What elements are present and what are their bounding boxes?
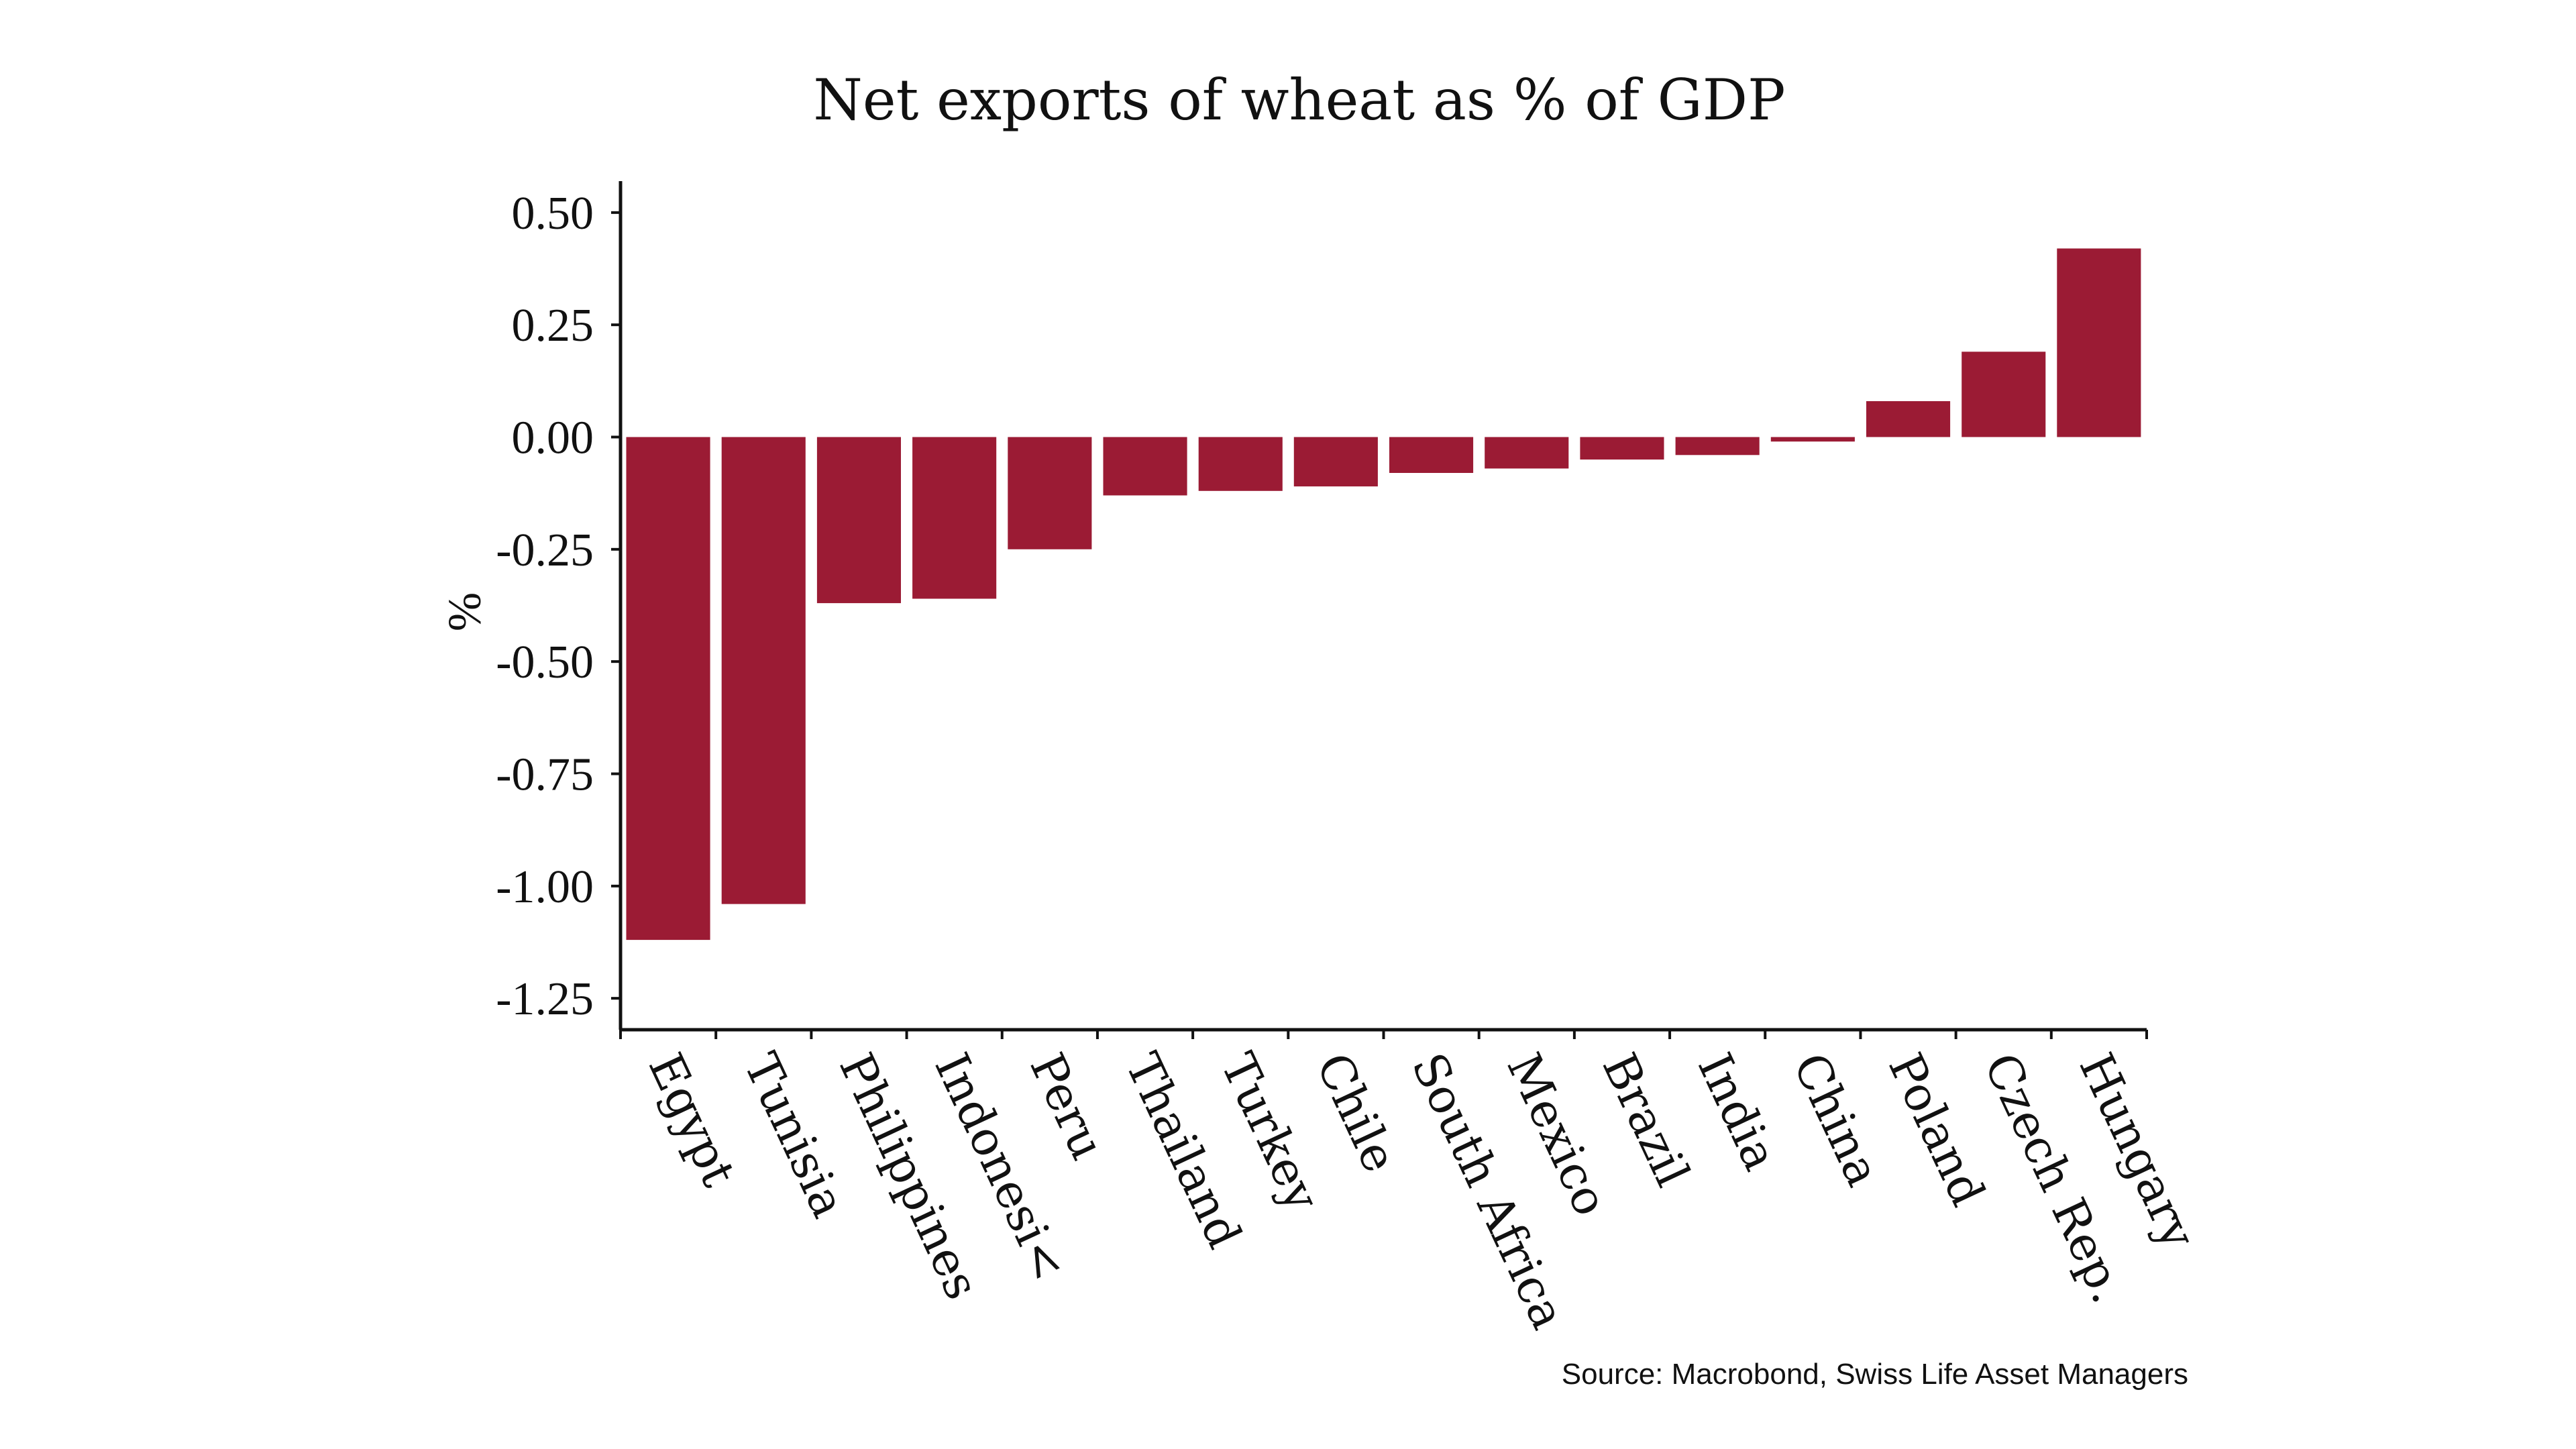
source-note: Source: Macrobond, Swiss Life Asset Mana… [1562, 1358, 2188, 1391]
category-labels: EgyptTunisiaPhilippinesIndonesi<PeruThai… [619, 1030, 2206, 1337]
bar-thailand [1103, 437, 1187, 496]
y-tick-labels: 0.50 0.25 0.00 -0.25 -0.50 -0.75 -1.00 -1.25 [496, 188, 621, 1025]
y-tick-label: 0.50 [512, 188, 594, 239]
bar-tunisia [721, 437, 806, 904]
y-tick-label: -0.50 [496, 637, 594, 688]
bar-chile [1293, 437, 1378, 487]
bar-czech-rep [1962, 352, 2046, 437]
y-tick-label: -0.25 [496, 525, 594, 576]
chart-title: Net exports of wheat as % of GDP [813, 67, 1785, 133]
y-axis-label: % [439, 592, 490, 631]
bar-china [1770, 437, 1855, 442]
bars-layer [626, 248, 2141, 941]
bar-poland [1866, 401, 1951, 437]
bar-turkey [1198, 437, 1283, 491]
y-tick-label: 0.25 [512, 300, 594, 352]
bar-hungary [2057, 248, 2141, 437]
bar-brazil [1580, 437, 1664, 460]
bar-india [1675, 437, 1760, 455]
bar-indonesi [912, 437, 997, 599]
bar-egypt [626, 437, 710, 941]
y-tick-label: -1.00 [496, 861, 594, 913]
x-tick-label: Egypt [638, 1045, 747, 1195]
y-tick-label: 0.00 [512, 413, 594, 464]
bar-mexico [1485, 437, 1569, 469]
bar-peru [1008, 437, 1092, 549]
x-tick-label: Peru [1019, 1045, 1116, 1168]
bar-south-africa [1389, 437, 1474, 473]
y-tick-label: -1.25 [496, 973, 594, 1025]
y-tick-label: -0.75 [496, 749, 594, 800]
x-tick-label: India [1687, 1045, 1788, 1179]
x-tick-label: Brazil [1592, 1045, 1701, 1195]
x-tick-label: China [1782, 1045, 1891, 1195]
x-tick-label: Chile [1305, 1045, 1407, 1181]
axes-layer [619, 181, 2147, 1032]
bar-philippines [816, 437, 901, 604]
